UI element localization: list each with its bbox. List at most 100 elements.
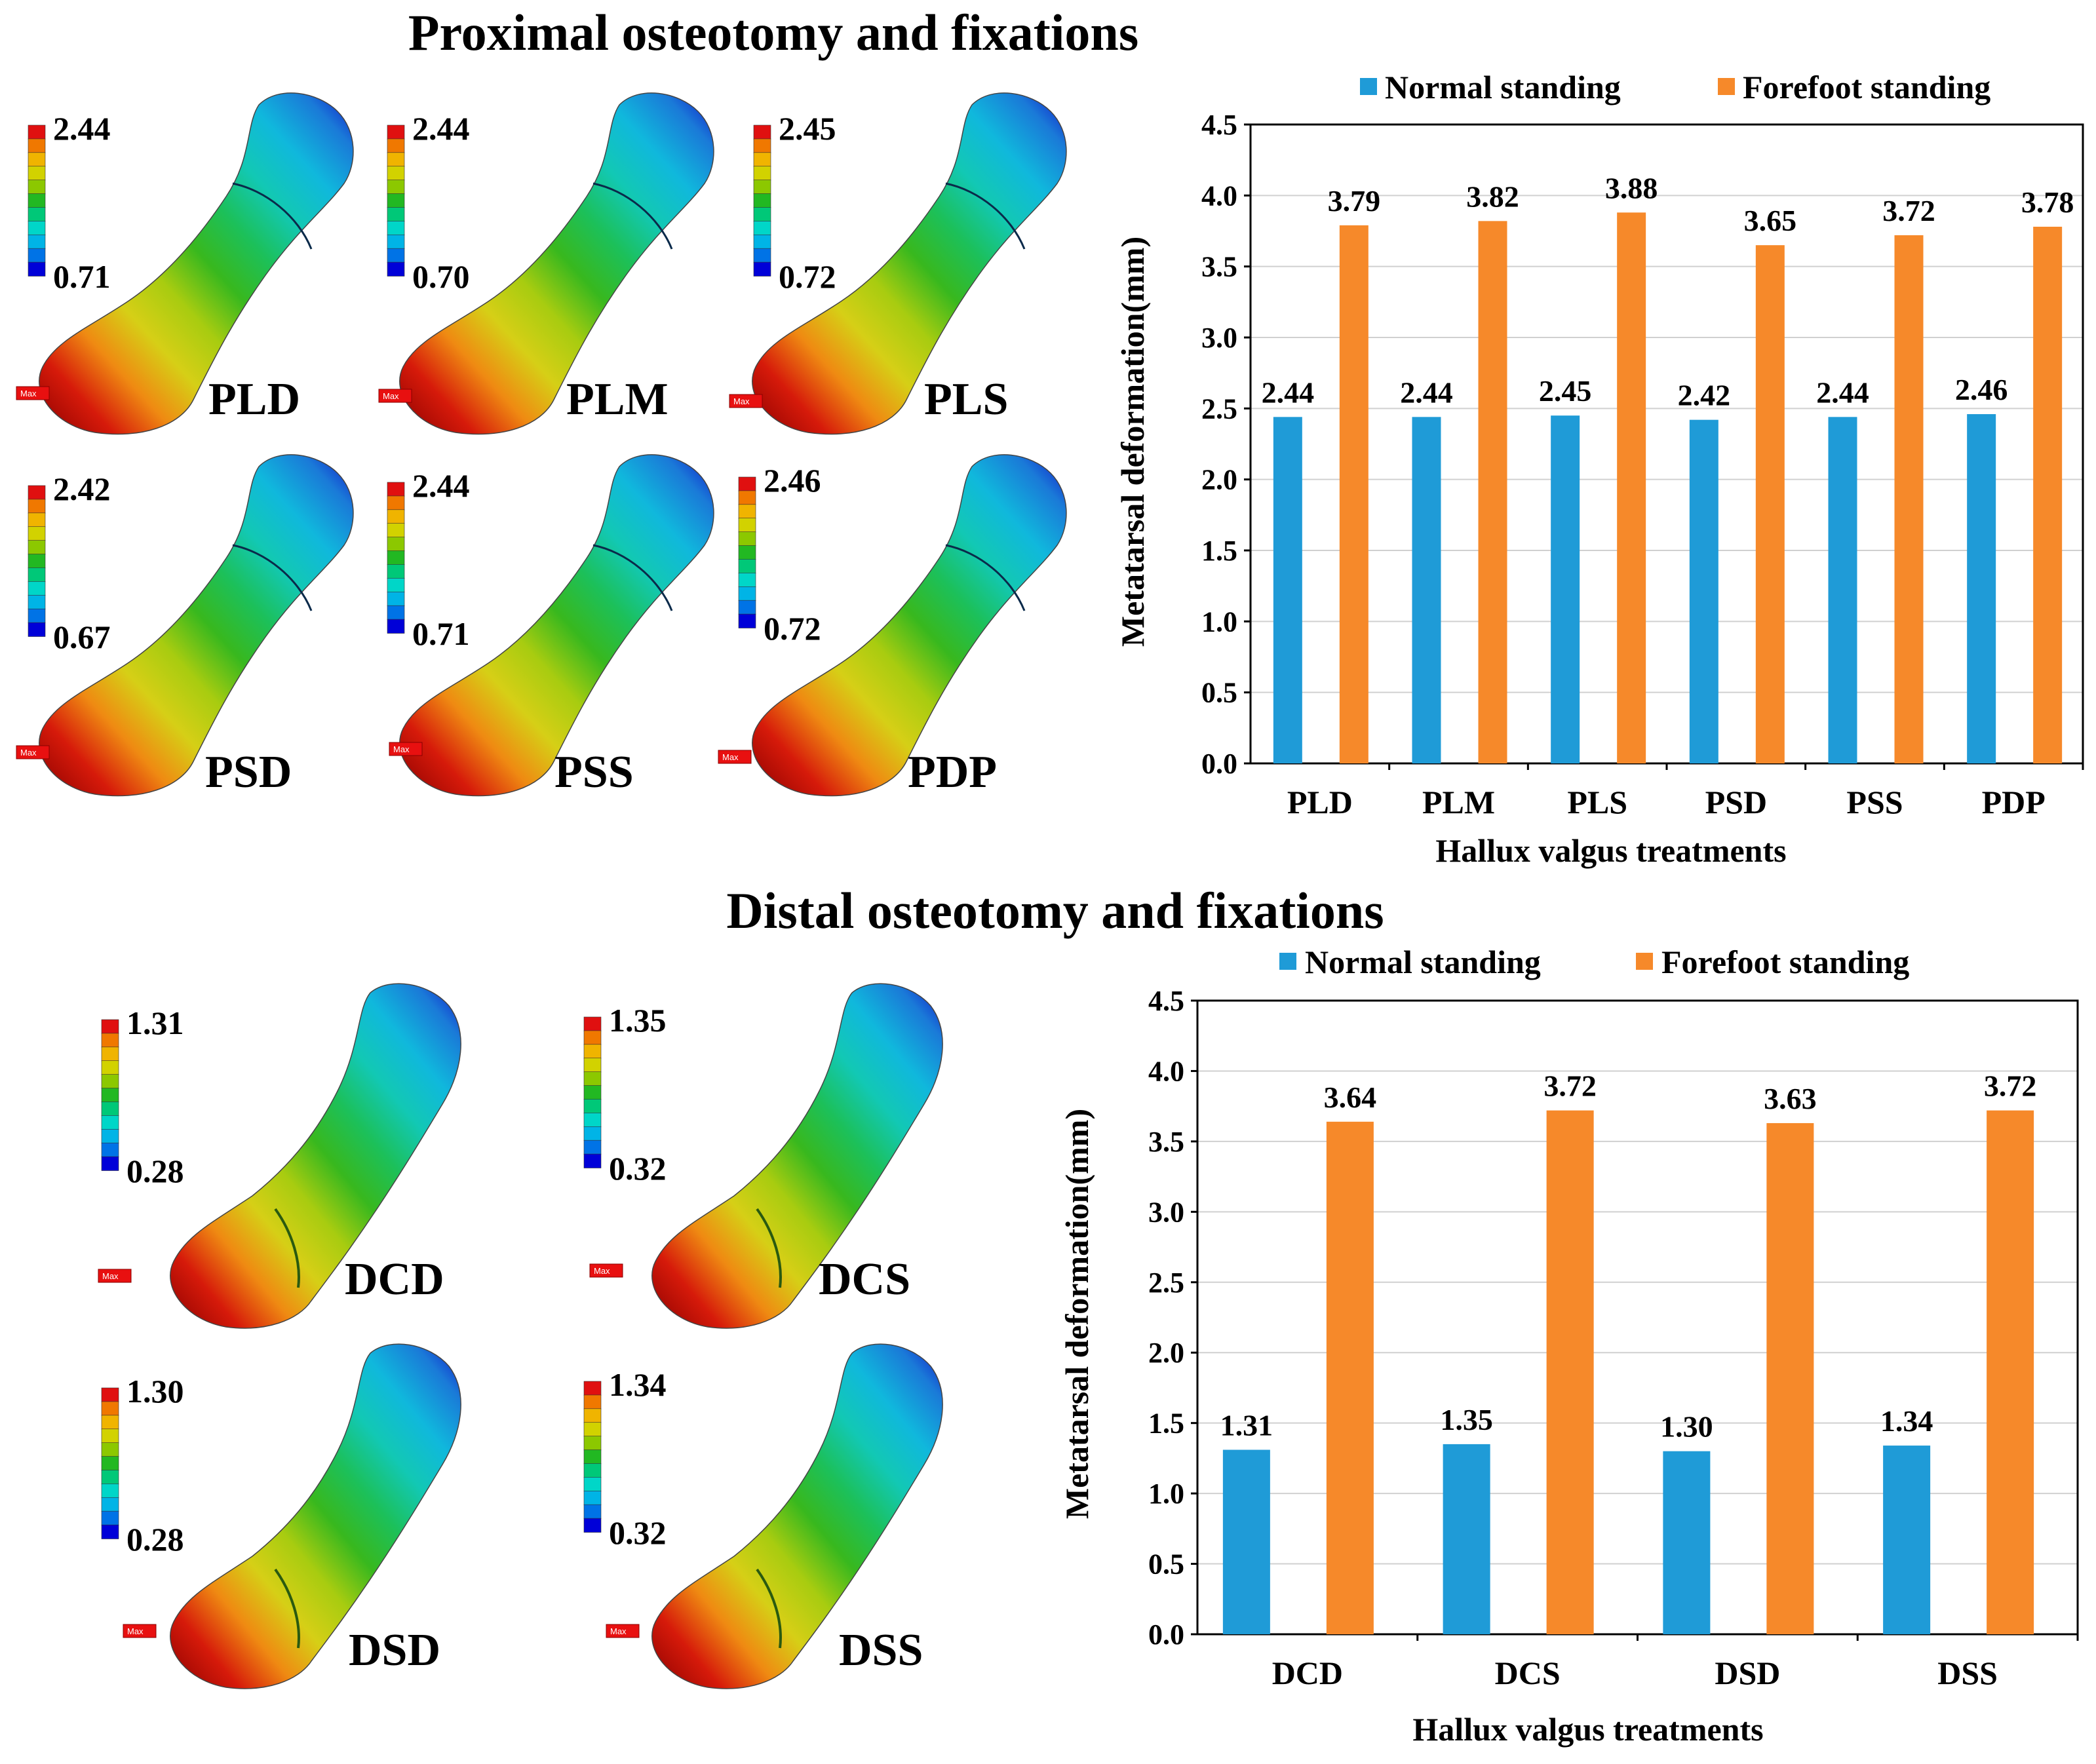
data-label-normal-psd: 2.42 bbox=[1678, 379, 1731, 412]
colorbar-band bbox=[387, 152, 405, 167]
osteotomy-line bbox=[232, 544, 313, 611]
colorbar-band bbox=[101, 1142, 119, 1157]
y-tick-label: 3.5 bbox=[1201, 251, 1237, 283]
bar-forefoot-psd bbox=[1755, 245, 1785, 764]
colorbar-band bbox=[28, 554, 46, 569]
colorbar-band bbox=[28, 540, 46, 555]
colorbar-min-label: 0.32 bbox=[609, 1150, 667, 1187]
colorbar-band bbox=[101, 1442, 119, 1457]
colorbar-min-label: 0.71 bbox=[53, 258, 111, 295]
proximal-model-panels: 2.44 0.71 Max PLD 2.44 0.70 Max PLM 2.45 0.72 Max P… bbox=[16, 92, 1067, 797]
data-label-normal-pld: 2.44 bbox=[1262, 375, 1315, 409]
model-label: DSD bbox=[349, 1625, 440, 1676]
colorbar-band bbox=[583, 1394, 602, 1409]
max-tag bbox=[389, 742, 423, 756]
model-panel-dcs: 1.35 0.32 Max DCS bbox=[583, 983, 943, 1329]
max-tag bbox=[123, 1624, 157, 1638]
colorbar-band bbox=[101, 1060, 119, 1075]
colorbar-band bbox=[28, 581, 46, 596]
colorbar-band bbox=[753, 221, 771, 236]
bone-surface bbox=[39, 92, 354, 435]
max-tag bbox=[718, 750, 752, 764]
colorbar-band bbox=[387, 619, 405, 634]
colorbar-band bbox=[738, 586, 756, 601]
data-label-forefoot-pls: 3.88 bbox=[1605, 171, 1658, 204]
max-tag-label: Max bbox=[722, 752, 739, 762]
legend-label-normal: Normal standing bbox=[1385, 69, 1621, 105]
colorbar-band bbox=[583, 1504, 602, 1519]
max-tag bbox=[16, 745, 50, 759]
colorbar-band bbox=[28, 125, 46, 140]
colorbar-band bbox=[387, 591, 405, 606]
colorbar-band bbox=[753, 138, 771, 153]
colorbar-band bbox=[28, 152, 46, 167]
colorbar-band bbox=[583, 1058, 602, 1073]
model-panel-pdp: 2.46 0.72 Max PDP bbox=[718, 454, 1067, 797]
colorbar-band bbox=[583, 1490, 602, 1505]
bone-surface bbox=[651, 1343, 943, 1689]
y-tick-label: 4.5 bbox=[1148, 985, 1184, 1017]
colorbar-band bbox=[583, 1436, 602, 1451]
osteotomy-line bbox=[274, 1568, 300, 1649]
max-tag-label: Max bbox=[393, 744, 410, 754]
x-tick-label: DSS bbox=[1937, 1655, 1998, 1691]
y-tick-label: 2.5 bbox=[1201, 393, 1237, 425]
osteotomy-line bbox=[945, 182, 1026, 250]
colorbar-band bbox=[28, 622, 46, 637]
model-label: PSS bbox=[554, 747, 634, 797]
colorbar-band bbox=[738, 504, 756, 519]
colorbar-band bbox=[738, 531, 756, 546]
legend-swatch-normal bbox=[1360, 78, 1377, 95]
colorbar-max-label: 2.44 bbox=[412, 110, 470, 147]
bar-normal-dcd bbox=[1222, 1449, 1270, 1634]
model-label: DCD bbox=[345, 1254, 444, 1305]
colorbar-band bbox=[738, 573, 756, 588]
data-label-forefoot-dss: 3.72 bbox=[1984, 1069, 2037, 1103]
colorbar-band bbox=[387, 537, 405, 552]
colorbar-band bbox=[583, 1153, 602, 1168]
colorbar-band bbox=[387, 234, 405, 249]
legend-swatch-forefoot bbox=[1636, 953, 1653, 970]
metatarsal-model bbox=[651, 1343, 943, 1689]
y-tick-label: 1.5 bbox=[1201, 535, 1237, 567]
colorbar-band bbox=[387, 261, 405, 277]
colorbar-band bbox=[583, 1030, 602, 1045]
metatarsal-model bbox=[651, 983, 943, 1329]
model-label: PSD bbox=[205, 747, 292, 797]
colorbar-band bbox=[583, 1449, 602, 1465]
colorbar-band bbox=[101, 1456, 119, 1471]
osteotomy-line bbox=[592, 182, 673, 250]
x-axis-title: Hallux valgus treatments bbox=[1412, 1711, 1763, 1748]
data-label-forefoot-psd: 3.65 bbox=[1744, 204, 1797, 237]
max-tag bbox=[16, 386, 50, 400]
colorbar-band bbox=[387, 550, 405, 566]
colorbar-min-label: 0.71 bbox=[412, 615, 470, 652]
colorbar-max-label: 2.42 bbox=[53, 470, 111, 507]
y-tick-label: 1.0 bbox=[1201, 605, 1237, 638]
colorbar-band bbox=[101, 1156, 119, 1171]
model-panel-plm: 2.44 0.70 Max PLM bbox=[378, 92, 714, 435]
data-label-forefoot-dsd: 3.63 bbox=[1764, 1082, 1817, 1115]
model-label: PDP bbox=[908, 747, 997, 797]
model-panel-pls: 2.45 0.72 Max PLS bbox=[729, 92, 1067, 435]
distal-deformation-chart: Normal standing Forefoot standing Metata… bbox=[1058, 944, 2079, 1748]
x-tick-label: PLM bbox=[1422, 784, 1495, 820]
colorbar-band bbox=[738, 476, 756, 491]
colorbar-band bbox=[101, 1128, 119, 1143]
colorbar-band bbox=[101, 1102, 119, 1117]
y-tick-label: 4.0 bbox=[1201, 180, 1237, 212]
colorbar-band bbox=[753, 248, 771, 263]
colorbar-band bbox=[28, 608, 46, 623]
colorbar-band bbox=[738, 545, 756, 560]
y-tick-label: 3.0 bbox=[1201, 322, 1237, 354]
colorbar-band bbox=[28, 499, 46, 514]
bar-forefoot-dsd bbox=[1766, 1122, 1814, 1634]
colorbar-min-label: 0.28 bbox=[126, 1521, 184, 1558]
colorbar-band bbox=[28, 234, 46, 249]
model-panel-psd: 2.42 0.67 Max PSD bbox=[16, 454, 354, 797]
colorbar-min-label: 0.72 bbox=[779, 258, 836, 295]
y-tick-label: 1.0 bbox=[1148, 1478, 1184, 1510]
model-label: PLM bbox=[566, 374, 669, 425]
colorbar-band bbox=[387, 509, 405, 524]
colorbar-max-label: 1.35 bbox=[609, 1002, 667, 1039]
